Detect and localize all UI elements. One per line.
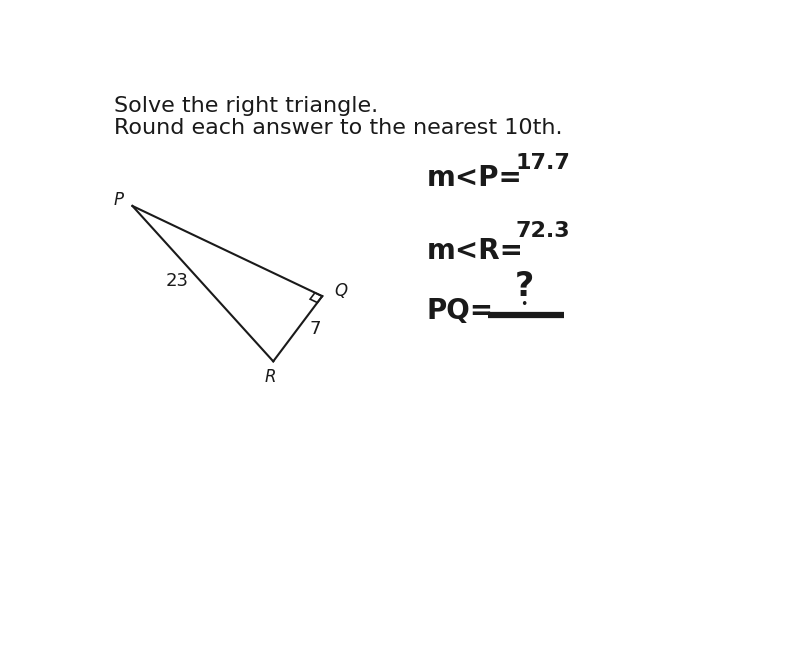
Text: R: R bbox=[265, 368, 276, 387]
Text: 23: 23 bbox=[166, 272, 189, 290]
Text: 17.7: 17.7 bbox=[515, 154, 570, 173]
Text: ?: ? bbox=[514, 270, 534, 303]
Text: m<R=: m<R= bbox=[427, 237, 523, 265]
Text: 7: 7 bbox=[309, 320, 321, 338]
Text: PQ=: PQ= bbox=[427, 298, 494, 326]
Text: Q: Q bbox=[334, 282, 347, 300]
Text: Solve the right triangle.: Solve the right triangle. bbox=[114, 96, 378, 116]
Text: Round each answer to the nearest 10th.: Round each answer to the nearest 10th. bbox=[114, 118, 562, 138]
Text: 72.3: 72.3 bbox=[515, 221, 570, 241]
Text: m<P=: m<P= bbox=[427, 164, 522, 193]
Text: •: • bbox=[521, 298, 528, 311]
Text: P: P bbox=[114, 191, 124, 209]
